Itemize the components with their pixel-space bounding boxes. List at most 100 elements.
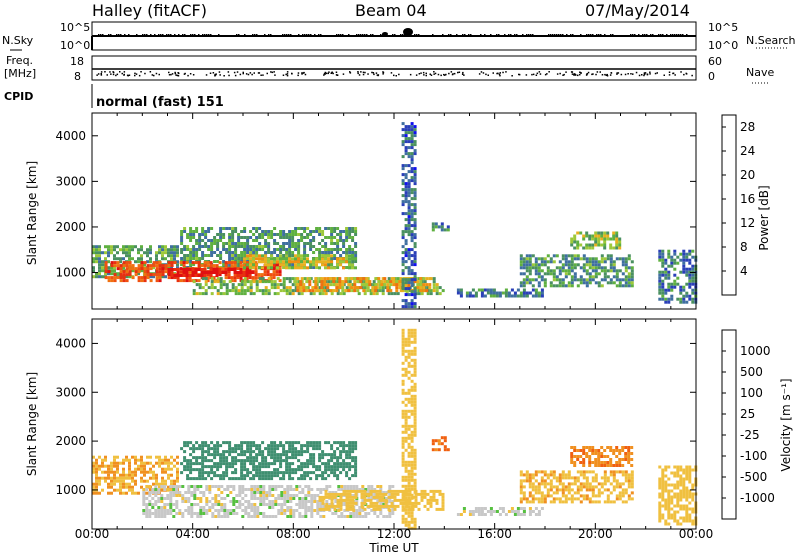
power-cell — [348, 230, 352, 233]
velocity-cell — [222, 456, 226, 460]
power-cell — [125, 245, 128, 249]
noise-point — [260, 35, 262, 37]
velocity-cell — [381, 495, 385, 499]
power-cell — [227, 268, 231, 271]
power-cell — [630, 272, 634, 276]
velocity-cell — [154, 515, 158, 518]
noise-point — [522, 34, 524, 36]
power-cell — [522, 263, 526, 267]
power-cell — [612, 237, 616, 241]
power-cell — [252, 248, 256, 251]
velocity-cell — [163, 497, 167, 500]
velocity-cell — [250, 485, 254, 488]
power-cell — [522, 260, 526, 264]
power-cell — [594, 237, 598, 241]
power-cell — [279, 236, 283, 239]
power-cell — [201, 245, 205, 248]
noise-point — [554, 34, 556, 36]
velocity-cell — [534, 479, 538, 483]
power-cell — [682, 270, 686, 274]
velocity-cell — [342, 447, 346, 451]
noise-point — [202, 34, 204, 36]
velocity-cell — [401, 400, 405, 404]
power-cell — [227, 273, 231, 277]
power-cell — [170, 276, 174, 280]
nave-point — [303, 71, 305, 74]
power-cell — [345, 248, 349, 251]
power-cell — [143, 273, 147, 277]
velocity-cell — [404, 373, 408, 377]
power-cell — [419, 283, 423, 287]
power-cell — [119, 257, 122, 261]
velocity-cell — [410, 451, 414, 455]
power-cell — [495, 291, 499, 295]
power-cell — [189, 263, 193, 266]
velocity-cell — [220, 506, 224, 509]
velocity-cell — [531, 510, 535, 513]
velocity-cell — [270, 444, 274, 448]
nave-point — [174, 72, 177, 75]
power-cell — [255, 248, 259, 251]
power-cell — [372, 292, 376, 296]
power-cell — [404, 248, 408, 252]
power-cell — [318, 286, 322, 290]
velocity-cell — [401, 430, 405, 434]
velocity-cell — [410, 454, 414, 458]
velocity-cell — [250, 515, 254, 518]
power-cell — [218, 268, 222, 271]
power-cell — [210, 286, 214, 290]
power-cell — [306, 277, 310, 281]
power-cell — [404, 137, 408, 141]
velocity-cell — [155, 476, 158, 480]
power-cell — [273, 260, 276, 264]
velocity-cell — [285, 450, 289, 454]
power-cell — [306, 254, 310, 257]
power-cell — [261, 289, 265, 293]
velocity-cell — [300, 450, 304, 454]
power-cell — [612, 234, 616, 238]
power-cell — [401, 287, 405, 291]
velocity-cell — [181, 497, 185, 500]
power-cell — [252, 280, 256, 284]
power-cell — [222, 236, 226, 239]
power-cell — [688, 267, 692, 271]
nave-point — [262, 74, 264, 76]
velocity-cell — [367, 485, 371, 488]
nave-point — [285, 73, 287, 76]
power-cell — [558, 281, 562, 285]
velocity-cell — [265, 497, 269, 500]
velocity-cell — [336, 498, 340, 502]
nave-point — [271, 71, 274, 74]
power-cell — [543, 278, 547, 282]
velocity-cell — [211, 515, 215, 518]
power-cell — [98, 248, 101, 252]
velocity-cell — [264, 465, 268, 469]
velocity-cell — [339, 504, 343, 508]
velocity-cell — [401, 391, 405, 395]
power-cell — [603, 240, 607, 244]
power-cell — [348, 245, 352, 248]
velocity-cell — [294, 468, 298, 472]
velocity-cell — [125, 476, 128, 480]
noise-point — [674, 34, 676, 36]
power-cell — [119, 260, 122, 264]
power-cell — [342, 260, 345, 264]
power-cell — [679, 285, 683, 289]
velocity-cell — [325, 488, 329, 491]
velocity-cell — [401, 442, 405, 446]
power-cell — [428, 286, 432, 290]
velocity-cell — [192, 462, 196, 466]
velocity-cell — [295, 488, 299, 491]
power-cell — [492, 294, 496, 298]
velocity-cell — [292, 494, 296, 497]
nave-point — [683, 73, 685, 76]
power-cell — [534, 260, 538, 264]
power-cell — [667, 255, 671, 259]
power-cell — [233, 279, 237, 283]
power-cell — [240, 251, 244, 254]
velocity-cell — [413, 481, 417, 485]
noise-point — [532, 34, 534, 36]
power-cell — [239, 261, 243, 265]
power-cell — [107, 248, 110, 252]
